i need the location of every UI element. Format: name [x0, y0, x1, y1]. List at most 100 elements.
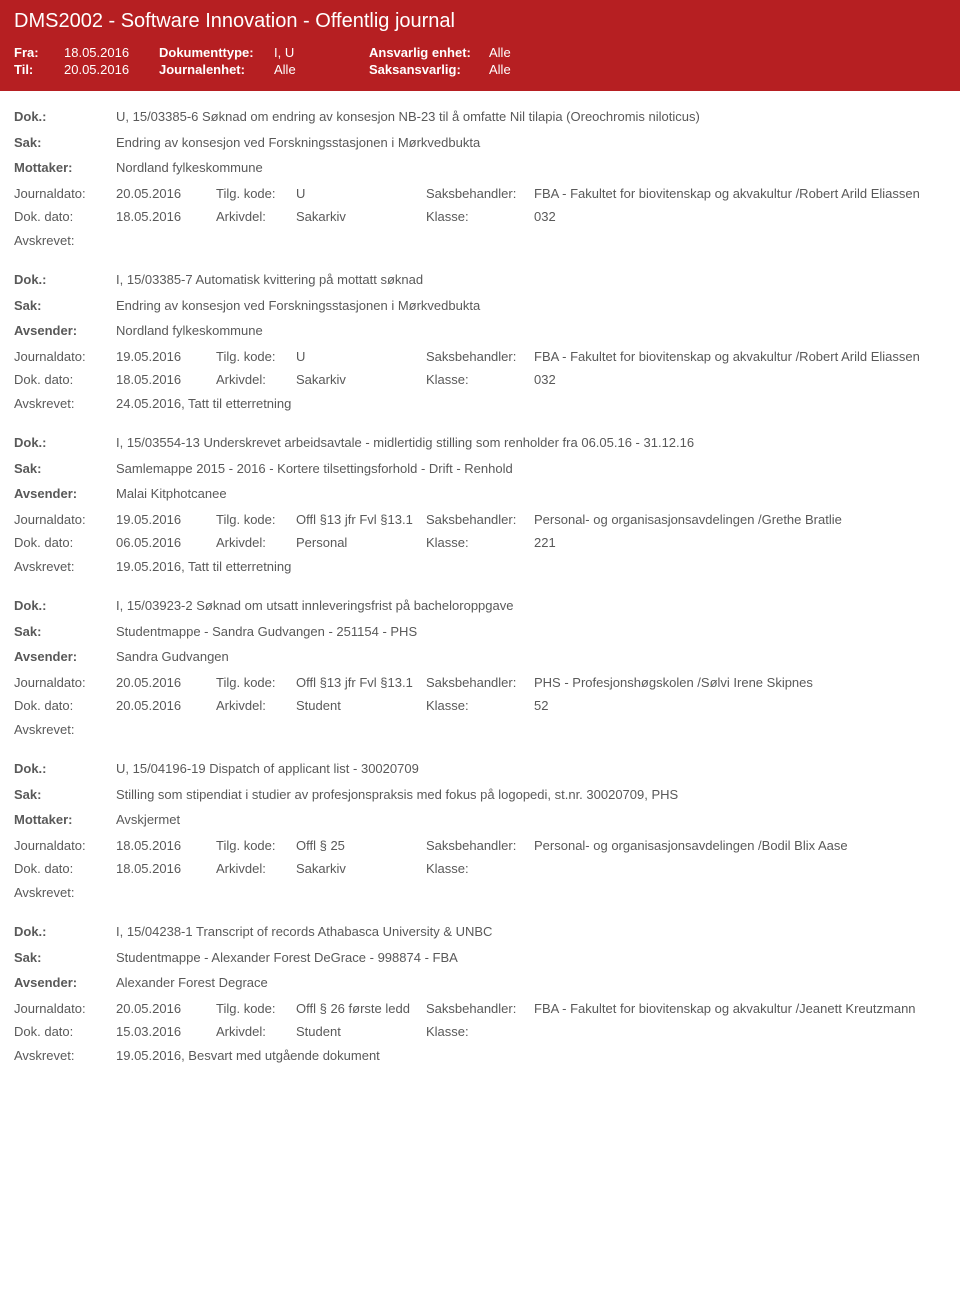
tilgkode-label: Tilg. kode:	[216, 184, 296, 204]
dok-label: Dok.:	[14, 270, 116, 290]
sak-value: Endring av konsesjon ved Forskningsstasj…	[116, 296, 480, 316]
journaldato-label: Journaldato:	[14, 836, 116, 856]
tilgkode-label: Tilg. kode:	[216, 510, 296, 530]
dok-label: Dok.:	[14, 922, 116, 942]
journal-entry: Dok.: I, 15/03385-7 Automatisk kvitterin…	[14, 254, 946, 413]
dok-label: Dok.:	[14, 107, 116, 127]
journaldato-label: Journaldato:	[14, 999, 116, 1019]
party-value: Nordland fylkeskommune	[116, 158, 263, 178]
arkivdel-label: Arkivdel:	[216, 207, 296, 227]
party-label: Avsender:	[14, 321, 116, 341]
dokdato-value: 06.05.2016	[116, 533, 216, 553]
tilgkode-label: Tilg. kode:	[216, 673, 296, 693]
saksbehandler-value: PHS - Profesjonshøgskolen /Sølvi Irene S…	[534, 673, 946, 693]
sak-label: Sak:	[14, 459, 116, 479]
page-header: DMS2002 - Software Innovation - Offentli…	[0, 0, 960, 91]
dok-value: I, 15/03385-7 Automatisk kvittering på m…	[116, 270, 423, 290]
tilgkode-value: Offl § 26 første ledd	[296, 999, 426, 1019]
avskrevet-value: 19.05.2016, Besvart med utgående dokumen…	[116, 1046, 946, 1066]
sak-label: Sak:	[14, 948, 116, 968]
klasse-label: Klasse:	[426, 207, 534, 227]
dok-value: I, 15/04238-1 Transcript of records Atha…	[116, 922, 492, 942]
doktype-label: Dokumenttype:	[159, 45, 274, 60]
tilgkode-value: Offl §13 jfr Fvl §13.1	[296, 673, 426, 693]
journal-entry: Dok.: U, 15/03385-6 Søknad om endring av…	[14, 91, 946, 250]
sak-label: Sak:	[14, 296, 116, 316]
saksbehandler-label: Saksbehandler:	[426, 184, 534, 204]
dokdato-label: Dok. dato:	[14, 859, 116, 879]
saksbehandler-value: FBA - Fakultet for biovitenskap og akvak…	[534, 184, 946, 204]
party-value: Malai Kitphotcanee	[116, 484, 227, 504]
party-value: Nordland fylkeskommune	[116, 321, 263, 341]
saksansvarlig-label: Saksansvarlig:	[369, 62, 489, 77]
saksbehandler-value: FBA - Fakultet for biovitenskap og akvak…	[534, 347, 946, 367]
arkivdel-value: Personal	[296, 533, 426, 553]
arkivdel-value: Sakarkiv	[296, 207, 426, 227]
dokdato-value: 18.05.2016	[116, 370, 216, 390]
avskrevet-label: Avskrevet:	[14, 394, 116, 414]
saksbehandler-label: Saksbehandler:	[426, 836, 534, 856]
arkivdel-value: Sakarkiv	[296, 859, 426, 879]
dok-label: Dok.:	[14, 759, 116, 779]
saksbehandler-value: FBA - Fakultet for biovitenskap og akvak…	[534, 999, 946, 1019]
klasse-label: Klasse:	[426, 696, 534, 716]
party-label: Avsender:	[14, 484, 116, 504]
journal-entry: Dok.: U, 15/04196-19 Dispatch of applica…	[14, 743, 946, 902]
fra-value: 18.05.2016	[64, 45, 159, 60]
journaldato-value: 20.05.2016	[116, 999, 216, 1019]
klasse-label: Klasse:	[426, 370, 534, 390]
avskrevet-value: 19.05.2016, Tatt til etterretning	[116, 557, 946, 577]
avskrevet-label: Avskrevet:	[14, 557, 116, 577]
avskrevet-label: Avskrevet:	[14, 231, 116, 251]
tilgkode-value: U	[296, 347, 426, 367]
journaldato-label: Journaldato:	[14, 347, 116, 367]
journaldato-value: 20.05.2016	[116, 673, 216, 693]
header-row-1: Fra: 18.05.2016 Dokumenttype: I, U Ansva…	[14, 45, 946, 60]
saksbehandler-value: Personal- og organisasjonsavdelingen /Gr…	[534, 510, 946, 530]
avskrevet-value: 24.05.2016, Tatt til etterretning	[116, 394, 946, 414]
party-value: Alexander Forest Degrace	[116, 973, 268, 993]
saksbehandler-label: Saksbehandler:	[426, 347, 534, 367]
dok-label: Dok.:	[14, 433, 116, 453]
klasse-value: 032	[534, 370, 946, 390]
dokdato-label: Dok. dato:	[14, 207, 116, 227]
dokdato-value: 18.05.2016	[116, 859, 216, 879]
arkivdel-label: Arkivdel:	[216, 533, 296, 553]
party-value: Sandra Gudvangen	[116, 647, 229, 667]
til-label: Til:	[14, 62, 64, 77]
tilgkode-value: Offl §13 jfr Fvl §13.1	[296, 510, 426, 530]
sak-value: Studentmappe - Sandra Gudvangen - 251154…	[116, 622, 417, 642]
tilgkode-label: Tilg. kode:	[216, 999, 296, 1019]
journal-entry: Dok.: I, 15/03554-13 Underskrevet arbeid…	[14, 417, 946, 576]
journaldato-value: 18.05.2016	[116, 836, 216, 856]
tilgkode-value: U	[296, 184, 426, 204]
fra-label: Fra:	[14, 45, 64, 60]
arkivdel-label: Arkivdel:	[216, 1022, 296, 1042]
party-label: Avsender:	[14, 973, 116, 993]
klasse-value: 221	[534, 533, 946, 553]
saksbehandler-value: Personal- og organisasjonsavdelingen /Bo…	[534, 836, 946, 856]
saksbehandler-label: Saksbehandler:	[426, 673, 534, 693]
header-row-2: Til: 20.05.2016 Journalenhet: Alle Saksa…	[14, 62, 946, 77]
arkivdel-label: Arkivdel:	[216, 370, 296, 390]
journalenhet-value: Alle	[274, 62, 369, 77]
journaldato-value: 19.05.2016	[116, 347, 216, 367]
journalenhet-label: Journalenhet:	[159, 62, 274, 77]
dok-value: I, 15/03923-2 Søknad om utsatt innleveri…	[116, 596, 513, 616]
page-title: DMS2002 - Software Innovation - Offentli…	[14, 10, 946, 33]
sak-label: Sak:	[14, 785, 116, 805]
saksbehandler-label: Saksbehandler:	[426, 510, 534, 530]
klasse-label: Klasse:	[426, 1022, 534, 1042]
dokdato-value: 18.05.2016	[116, 207, 216, 227]
til-value: 20.05.2016	[64, 62, 159, 77]
party-label: Avsender:	[14, 647, 116, 667]
klasse-value: 032	[534, 207, 946, 227]
arkivdel-label: Arkivdel:	[216, 696, 296, 716]
doktype-value: I, U	[274, 45, 369, 60]
journaldato-value: 19.05.2016	[116, 510, 216, 530]
ansvarlig-label: Ansvarlig enhet:	[369, 45, 489, 60]
sak-label: Sak:	[14, 133, 116, 153]
avskrevet-label: Avskrevet:	[14, 1046, 116, 1066]
journal-entry: Dok.: I, 15/04238-1 Transcript of record…	[14, 906, 946, 1065]
dok-value: U, 15/03385-6 Søknad om endring av konse…	[116, 107, 700, 127]
